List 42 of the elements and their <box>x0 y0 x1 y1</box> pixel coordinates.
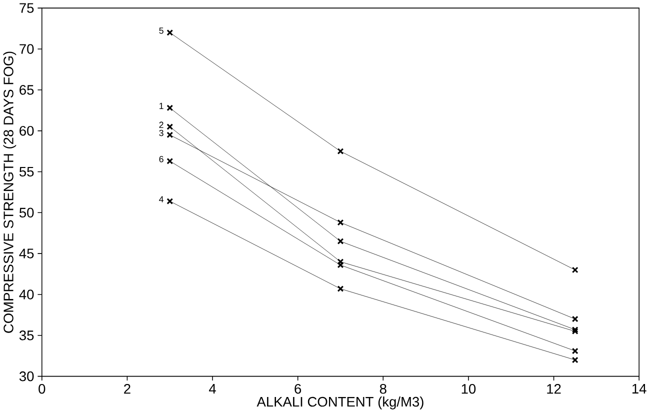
series-label: 6 <box>159 156 164 162</box>
point <box>572 316 578 322</box>
series-label: 5 <box>159 28 164 34</box>
y-tick-label: 70 <box>20 44 34 54</box>
y-tick-label: 40 <box>19 290 34 300</box>
point <box>572 356 578 364</box>
x-tick-label: 6 <box>294 384 302 394</box>
y-tick-label: 50 <box>19 208 34 218</box>
series-label: 2 <box>159 122 164 128</box>
y-tick-label: 75 <box>20 3 34 14</box>
point <box>337 219 344 226</box>
point <box>337 148 344 155</box>
y-tick-label: 65 <box>20 85 34 95</box>
point <box>337 262 344 268</box>
series-label: 4 <box>159 196 164 202</box>
y-axis-title: COMPRESSIVE STRENGTH (28 DAYS FOG) <box>3 52 16 334</box>
x-tick-label: 8 <box>380 384 386 394</box>
x-tick-label: 10 <box>462 384 476 394</box>
point <box>572 348 578 354</box>
point <box>337 238 344 245</box>
point <box>166 104 174 112</box>
point <box>337 258 344 266</box>
x-axis-title: ALKALI CONTENT (kg/M3) <box>256 396 424 410</box>
series-label: 3 <box>159 130 164 136</box>
y-tick-label: 60 <box>20 126 34 136</box>
point <box>337 286 344 292</box>
y-tick-label: 55 <box>19 167 34 177</box>
point <box>572 266 578 274</box>
point <box>166 132 174 138</box>
x-tick-label: 14 <box>632 384 646 394</box>
x-tick-label: 12 <box>547 384 561 394</box>
series-label: 1 <box>160 103 164 110</box>
x-tick-label: 0 <box>38 384 46 394</box>
point <box>166 124 174 130</box>
y-tick-label: 45 <box>19 248 34 259</box>
y-tick-label: 35 <box>19 330 34 340</box>
x-tick-label: 4 <box>209 384 216 394</box>
x-tick-label: 2 <box>124 384 130 394</box>
point <box>166 30 174 36</box>
point <box>166 158 174 164</box>
point <box>166 198 174 205</box>
y-tick-label: 30 <box>19 372 34 382</box>
